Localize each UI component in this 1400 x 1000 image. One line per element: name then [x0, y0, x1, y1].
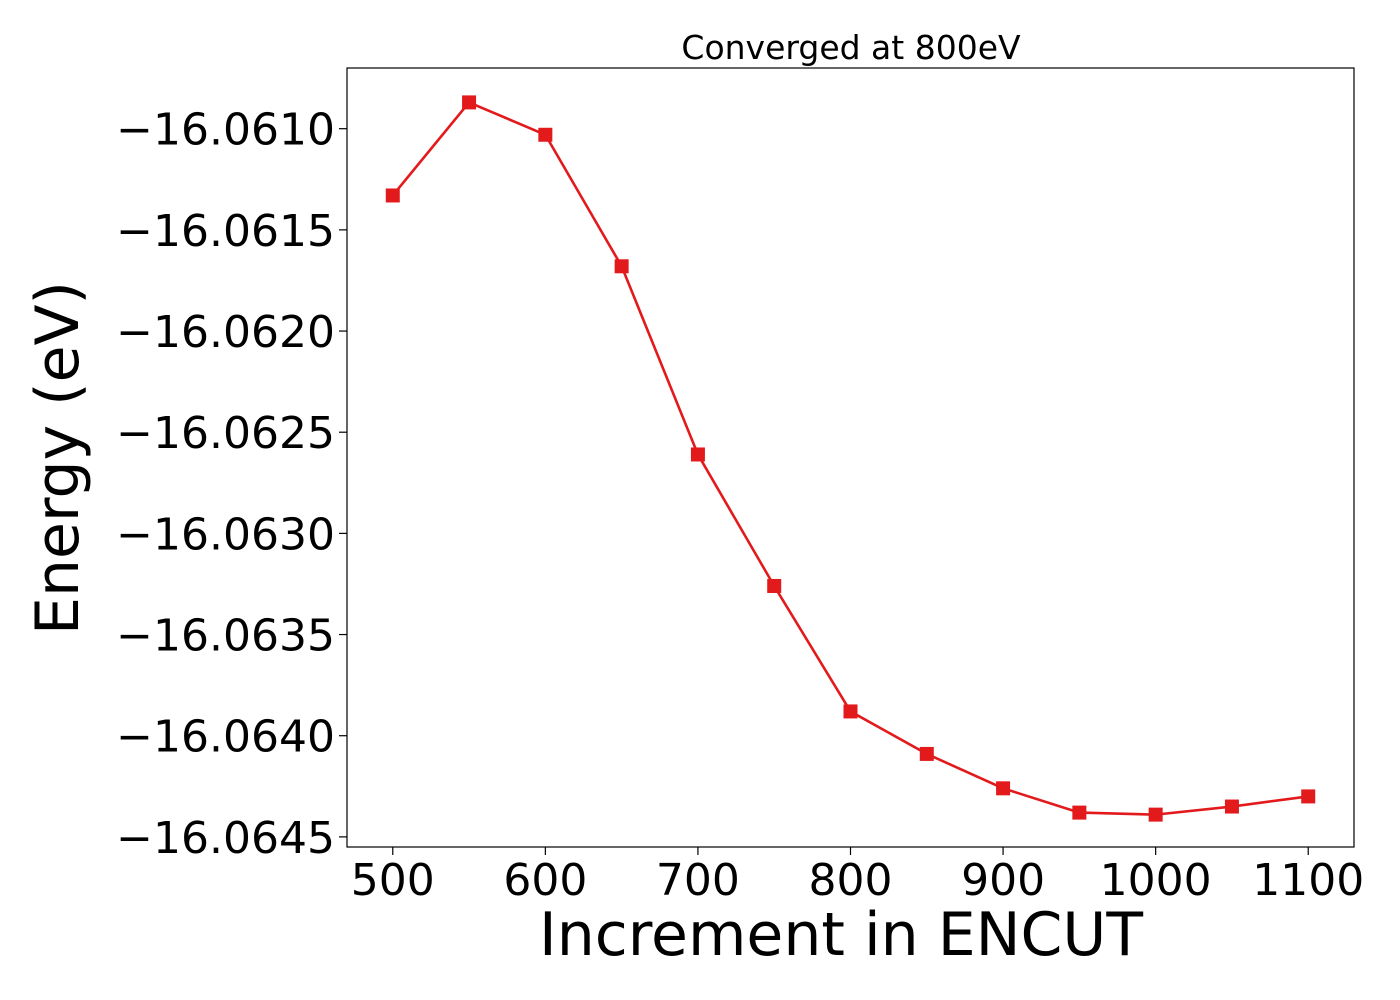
data-point-marker	[385, 188, 400, 203]
y-tick-label: −16.0635	[116, 611, 335, 662]
x-axis-ticks: 500 600 700 800 900 1000 1100	[351, 847, 1364, 906]
data-point-marker	[614, 259, 629, 274]
x-tick-label: 800	[809, 855, 893, 906]
data-point-marker	[1072, 805, 1087, 820]
x-tick-label: 900	[961, 855, 1045, 906]
y-tick-label: −16.0620	[116, 307, 335, 358]
x-tick-label: 1000	[1100, 855, 1212, 906]
data-point-marker	[843, 704, 858, 719]
y-tick-label: −16.0645	[116, 813, 335, 864]
y-axis-ticks: −16.0610 −16.0615 −16.0620 −16.0625 −16.0630…	[116, 105, 347, 864]
data-point-marker	[538, 127, 553, 142]
x-tick-label: 1100	[1252, 855, 1364, 906]
data-point-marker	[462, 95, 477, 110]
x-tick-label: 600	[503, 855, 587, 906]
data-point-marker	[690, 447, 705, 462]
y-tick-label: −16.0610	[116, 105, 335, 156]
data-point-marker	[996, 781, 1011, 796]
x-axis-title: Increment in ENCUT	[539, 900, 1143, 970]
y-tick-label: −16.0630	[116, 509, 335, 560]
data-point-marker	[1148, 807, 1163, 822]
series-layer	[385, 95, 1316, 822]
y-tick-label: −16.0625	[116, 408, 335, 459]
chart-title: Converged at 800eV	[681, 28, 1021, 67]
plot-frame	[346, 67, 1355, 848]
data-point-marker	[1301, 789, 1316, 804]
data-point-marker	[919, 746, 934, 761]
y-tick-label: −16.0640	[116, 712, 335, 763]
y-tick-label: −16.0615	[116, 206, 335, 257]
y-axis-title: Energy (eV)	[23, 281, 93, 635]
data-point-marker	[1224, 799, 1239, 814]
data-point-marker	[767, 578, 782, 593]
x-tick-label: 500	[351, 855, 435, 906]
x-tick-label: 700	[656, 855, 740, 906]
